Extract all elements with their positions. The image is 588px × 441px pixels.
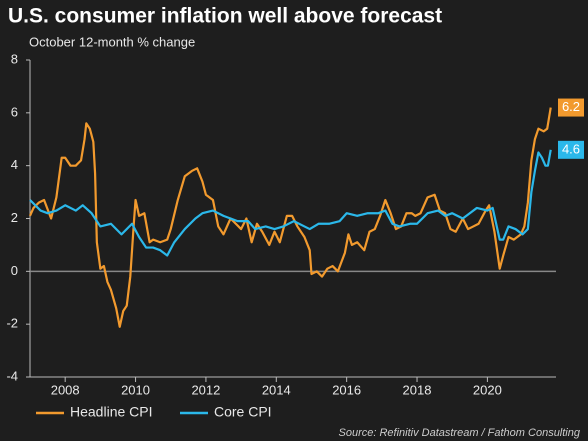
x-tick-label: 2010 bbox=[121, 382, 150, 397]
y-tick-label: 2 bbox=[11, 210, 18, 225]
end-label-box bbox=[558, 140, 584, 159]
x-tick-label: 2008 bbox=[51, 382, 80, 397]
y-tick-label: -4 bbox=[6, 368, 18, 383]
legend-label: Headline CPI bbox=[70, 404, 153, 420]
end-label: 6.2 bbox=[562, 99, 580, 114]
legend-label: Core CPI bbox=[214, 404, 272, 420]
end-label: 4.6 bbox=[562, 141, 580, 156]
x-tick-label: 2016 bbox=[332, 382, 361, 397]
y-tick-label: 8 bbox=[11, 51, 18, 66]
chart-title: U.S. consumer inflation well above forec… bbox=[8, 5, 442, 28]
x-tick-label: 2018 bbox=[403, 382, 432, 397]
series-line bbox=[28, 107, 552, 328]
x-tick-label: 2020 bbox=[473, 382, 502, 397]
y-tick-label: -2 bbox=[6, 316, 18, 331]
series-line bbox=[29, 149, 552, 257]
chart-subtitle: October 12-month % change bbox=[29, 34, 195, 49]
end-label-box bbox=[558, 98, 584, 117]
x-tick-label: 2012 bbox=[191, 382, 220, 397]
y-tick-label: 0 bbox=[11, 263, 18, 278]
y-tick-label: 6 bbox=[11, 104, 18, 119]
x-tick-label: 2014 bbox=[262, 382, 291, 397]
source-note: Source: Refinitiv Datastream / Fathom Co… bbox=[339, 427, 581, 439]
y-tick-label: 4 bbox=[11, 157, 18, 172]
